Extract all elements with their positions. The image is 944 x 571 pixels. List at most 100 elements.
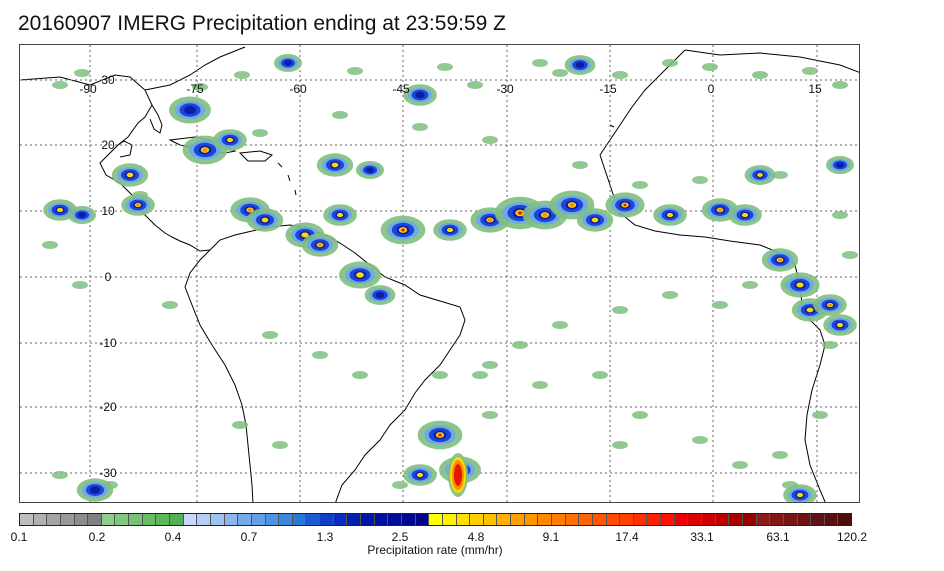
precip-cell [356, 272, 364, 278]
precip-cell [592, 371, 608, 379]
precip-cell [632, 181, 648, 189]
precip-cell [612, 71, 628, 79]
longitude-label: 15 [808, 82, 822, 96]
colorbar-swatch [224, 514, 239, 525]
precip-cell [392, 481, 408, 489]
precip-cell [126, 172, 134, 178]
colorbar-swatch [142, 514, 157, 525]
colorbar-tick-label: 0.1 [10, 530, 28, 544]
longitude-labels: -90 -75 -60 -45 -30 -15 0 15 [79, 82, 822, 96]
precip-cell [702, 63, 718, 71]
colorbar-tick-label: 120.2 [836, 530, 868, 544]
precip-cell [52, 471, 68, 479]
colorbar-swatch [47, 514, 61, 525]
colorbar-label: Precipitation rate (mm/hr) [367, 543, 503, 557]
precip-cell [836, 322, 844, 328]
colorbar-swatch [620, 514, 634, 525]
colorbar-swatch [565, 514, 580, 525]
precip-cell [192, 83, 208, 91]
colorbar-swatch [429, 514, 443, 525]
precip-cell [42, 241, 58, 249]
precip-cell [72, 281, 88, 289]
precip-cell [612, 441, 628, 449]
precip-cell [482, 136, 498, 144]
colorbar-tick-label: 0.2 [88, 530, 106, 544]
precip-cell [332, 111, 348, 119]
longitude-label: -75 [186, 82, 204, 96]
precip-cell [802, 67, 818, 75]
precip-cell [52, 81, 68, 89]
precip-cell [742, 281, 758, 289]
colorbar-swatch [811, 514, 825, 525]
precip-cell [772, 451, 788, 459]
precip-cell [202, 148, 208, 152]
precip-cell [331, 162, 339, 168]
precip-cell [352, 371, 368, 379]
colorbar-swatch [729, 514, 743, 525]
precip-cell [415, 91, 425, 99]
colorbar-swatch [88, 514, 102, 525]
colorbar-swatch [101, 514, 116, 525]
precip-cell [262, 331, 278, 339]
colorbar-swatch [838, 514, 852, 525]
colorbar-swatch [742, 514, 757, 525]
precip-cell [512, 341, 528, 349]
colorbar-swatch [511, 514, 525, 525]
map-canvas: -90 -75 -60 -45 -30 -15 0 15 30 20 10 0 -10 -20 -30 [20, 45, 859, 502]
precip-cell [234, 71, 250, 79]
colorbar-swatch [60, 514, 75, 525]
precip-cell [692, 436, 708, 444]
precip-cell [301, 232, 309, 238]
map-title: 20160907 IMERG Precipitation ending at 2… [18, 12, 506, 35]
colorbar-swatch [756, 514, 771, 525]
precip-cell [612, 306, 628, 314]
precip-cell [136, 203, 140, 207]
latitude-label: -10 [99, 336, 117, 350]
longitude-label: -30 [496, 82, 514, 96]
latitude-labels: 30 20 10 0 -10 -20 -30 [99, 73, 117, 480]
colorbar-swatch [197, 514, 211, 525]
precip-cell [317, 243, 323, 247]
precipitation-overlay [42, 54, 858, 502]
precip-cell [446, 227, 454, 233]
precip-cell [432, 371, 448, 379]
colorbar-swatch [702, 514, 716, 525]
colorbar-swatch [33, 514, 48, 525]
latitude-label: 20 [101, 138, 115, 152]
precip-cell [261, 217, 269, 223]
colorbar-tick-label: 9.1 [542, 530, 560, 544]
longitude-label: 0 [708, 82, 715, 96]
colorbar-swatch [442, 514, 457, 525]
latitude-label: 0 [105, 270, 112, 284]
colorbar-swatch [415, 514, 430, 525]
latitude-label: 10 [101, 204, 115, 218]
colorbar-swatch [688, 514, 703, 525]
colorbar [19, 513, 852, 526]
precip-cell [752, 71, 768, 79]
colorbar-swatch [279, 514, 293, 525]
colorbar-swatch [797, 514, 812, 525]
colorbar-tick-label: 63.1 [766, 530, 790, 544]
precip-cell [89, 486, 101, 494]
colorbar-swatch [374, 514, 389, 525]
colorbar-swatch [251, 514, 266, 525]
precip-cell [632, 411, 648, 419]
precip-cell [336, 212, 344, 218]
colorbar-swatch [497, 514, 512, 525]
colorbar-swatch [592, 514, 607, 525]
precip-cell [416, 472, 424, 478]
precip-cell [591, 217, 599, 223]
colorbar-swatch [633, 514, 648, 525]
colorbar-swatch [715, 514, 730, 525]
longitude-label: -45 [392, 82, 410, 96]
precip-cell [366, 167, 374, 173]
precip-cell [518, 211, 522, 215]
colorbar-swatch [524, 514, 539, 525]
precip-cell [232, 421, 248, 429]
precip-cell [572, 161, 588, 169]
colorbar-swatch [551, 514, 566, 525]
precip-cell [312, 351, 328, 359]
colorbar-swatch [306, 514, 321, 525]
precip-cell [757, 173, 763, 177]
precip-cell [56, 207, 64, 213]
